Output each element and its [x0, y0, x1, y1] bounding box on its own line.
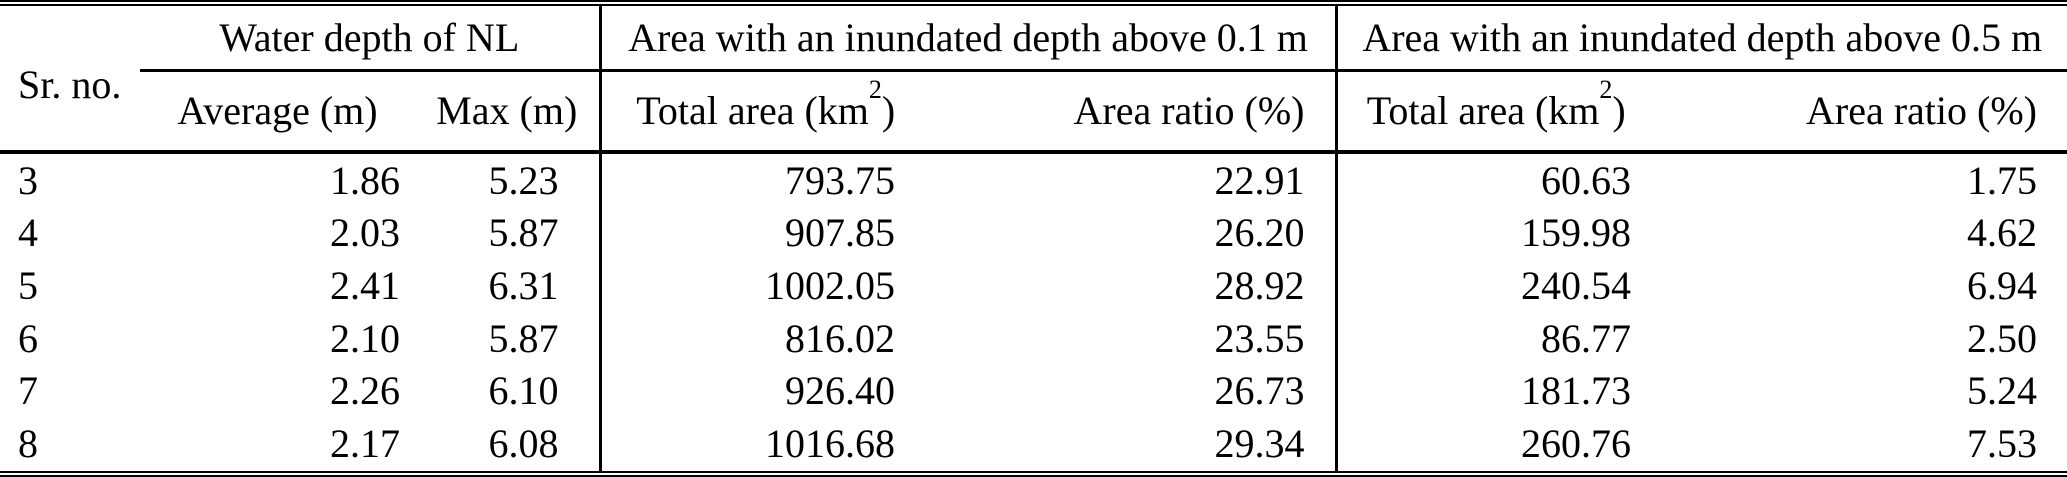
- cell-sr: 3: [18, 157, 38, 203]
- table-body: 3 1.86 5.23 793.75 22.91 60.63 1.75 4 2.…: [0, 152, 2067, 474]
- cell-area-ratio-0-5m: 4.62: [1967, 210, 2037, 256]
- header-sr-no: Sr. no.: [0, 3, 140, 154]
- cell-total-area-0-1m: 816.02: [598, 312, 930, 366]
- cell-max: 5.87: [488, 210, 559, 256]
- cell-average: 1.86: [330, 157, 400, 203]
- cell-area-ratio-0-5m: 1.75: [1967, 157, 2037, 203]
- cell-total-area-0-5m: 181.73: [1334, 365, 1655, 418]
- table-row-7: 7 2.26 6.10 926.40 26.73 181.73 5.24: [0, 365, 2067, 418]
- table-row-3: 3 1.86 5.23 793.75 22.91 60.63 1.75: [0, 152, 2067, 207]
- cell-area-ratio-0-1m: 26.73: [1214, 368, 1305, 414]
- cell-total-area-0-5m: 86.77: [1334, 312, 1655, 366]
- cell-area-ratio-0-1m: 23.55: [1214, 315, 1305, 361]
- cell-total-area-0-1m: 926.40: [598, 365, 930, 418]
- cell-max: 6.31: [488, 263, 559, 309]
- cell-average: 2.10: [330, 315, 400, 361]
- cell-total-area-0-5m: 240.54: [1334, 259, 1655, 313]
- superscript-2: 2: [1599, 74, 1613, 104]
- table-row-8: 8 2.17 6.08 1016.68 29.34 260.76 7.53: [0, 417, 2067, 474]
- cell-area-ratio-0-1m: 28.92: [1214, 263, 1305, 309]
- cell-area-ratio-0-5m: 6.94: [1967, 263, 2037, 309]
- cell-total-area-0-5m: 260.76: [1334, 417, 1655, 474]
- cell-average: 2.03: [330, 210, 400, 256]
- cell-area-ratio-0-5m: 2.50: [1967, 315, 2037, 361]
- cell-average: 2.17: [330, 421, 400, 467]
- cell-area-ratio-0-1m: 22.91: [1214, 157, 1305, 203]
- cell-max: 6.08: [488, 421, 559, 467]
- table-row-6: 6 2.10 5.87 816.02 23.55 86.77 2.50: [0, 312, 2067, 366]
- cell-total-area-0-1m: 1016.68: [598, 417, 930, 474]
- header-area-ratio-0-1m: Area ratio (%): [930, 70, 1336, 154]
- cell-sr: 4: [18, 210, 38, 256]
- superscript-2: 2: [868, 74, 882, 104]
- total-area-label: Total area (km: [1366, 88, 1600, 133]
- cell-max: 5.23: [488, 157, 559, 203]
- table-header: Sr. no. Water depth of NL Area with an i…: [0, 3, 2067, 154]
- table-row-5: 5 2.41 6.31 1002.05 28.92 240.54 6.94: [0, 259, 2067, 313]
- cell-sr: 6: [18, 315, 38, 361]
- cell-sr: 7: [18, 368, 38, 414]
- total-area-label: Total area (km: [636, 88, 869, 133]
- cell-total-area-0-1m: 907.85: [598, 207, 930, 260]
- cell-max: 6.10: [488, 368, 559, 414]
- cell-total-area-0-5m: 159.98: [1334, 207, 1655, 260]
- total-area-label-close: ): [1612, 88, 1626, 133]
- total-area-label-close: ): [881, 88, 896, 133]
- table-row-4: 4 2.03 5.87 907.85 26.20 159.98 4.62: [0, 207, 2067, 260]
- cell-sr: 5: [18, 263, 38, 309]
- cell-area-ratio-0-1m: 26.20: [1214, 210, 1305, 256]
- cell-total-area-0-1m: 1002.05: [598, 259, 930, 313]
- cell-average: 2.26: [330, 368, 400, 414]
- cell-area-ratio-0-5m: 5.24: [1967, 368, 2037, 414]
- cell-sr: 8: [18, 421, 38, 467]
- cell-total-area-0-1m: 793.75: [598, 152, 930, 207]
- cell-max: 5.87: [488, 315, 559, 361]
- header-total-area-0-1m: Total area (km2): [598, 70, 930, 154]
- header-sub-row: Average (m) Max (m) Total area (km2) Are…: [0, 70, 2067, 154]
- header-max-m: Max (m): [415, 70, 600, 154]
- header-group-water-depth: Water depth of NL: [140, 3, 600, 72]
- header-average-m: Average (m): [140, 70, 415, 154]
- cell-area-ratio-0-5m: 7.53: [1967, 421, 2037, 467]
- header-area-ratio-0-5m: Area ratio (%): [1655, 70, 2067, 154]
- cell-area-ratio-0-1m: 29.34: [1214, 421, 1305, 467]
- header-total-area-0-5m: Total area (km2): [1334, 70, 1655, 154]
- cell-average: 2.41: [330, 263, 400, 309]
- header-group-above-0-5m: Area with an inundated depth above 0.5 m: [1334, 3, 2067, 72]
- header-group-above-0-1m: Area with an inundated depth above 0.1 m: [598, 3, 1336, 72]
- header-group-row: Sr. no. Water depth of NL Area with an i…: [0, 3, 2067, 154]
- cell-total-area-0-5m: 60.63: [1334, 152, 1655, 207]
